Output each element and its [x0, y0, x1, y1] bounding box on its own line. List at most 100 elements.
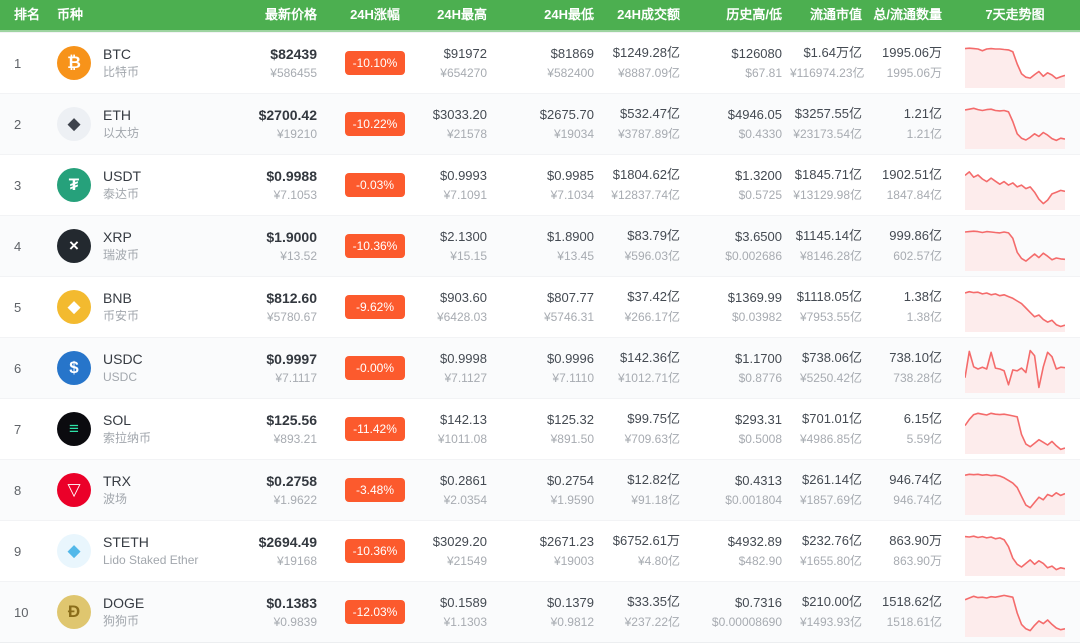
latest-price-usd: $0.9997 [266, 350, 317, 367]
coin-cell[interactable]: ◆ STETH Lido Staked Ether [45, 534, 240, 569]
coin-cell[interactable]: ₿ BTC 比特币 [45, 46, 240, 81]
supply-total: 999.86亿 [889, 227, 942, 243]
coin-cell[interactable]: ◆ ETH 以太坊 [45, 107, 240, 142]
sparkline-chart [965, 47, 1065, 88]
low-24h-usd: $0.9985 [547, 168, 594, 184]
volume-24h-cny: ¥237.22亿 [624, 615, 680, 630]
latest-price-cny: ¥19168 [276, 554, 317, 569]
coin-cell[interactable]: Ð DOGE 狗狗币 [45, 595, 240, 630]
volume-24h-usd: $12.82亿 [627, 471, 680, 487]
table-row[interactable]: 2 ◆ ETH 以太坊 $2700.42 ¥19210 -10.22% $303… [0, 93, 1080, 154]
coin-cell[interactable]: ₮ USDT 泰达币 [45, 168, 240, 203]
supply-circulating: 1847.84亿 [886, 188, 942, 203]
supply-circulating: 5.59亿 [906, 432, 942, 447]
rank-cell: 5 [14, 299, 22, 315]
change-badge: -11.42% [345, 417, 405, 441]
market-cap-usd: $738.06亿 [802, 349, 862, 365]
coin-icon: ₮ [57, 168, 91, 202]
table-row[interactable]: 8 ▽ TRX 波场 $0.2758 ¥1.9622 -3.48% $0.286… [0, 459, 1080, 520]
column-header-high: 24H最高 [437, 7, 487, 22]
low-24h-usd: $0.1379 [547, 595, 594, 611]
column-header-trend: 7天走势图 [985, 7, 1045, 22]
rank-cell: 2 [14, 116, 22, 132]
coin-cell[interactable]: × XRP 瑞波币 [45, 229, 240, 264]
table-header-row: 排名 币种 最新价格 24H涨幅 24H最高 24H最低 24H成交额 历史高/… [0, 0, 1080, 32]
volume-24h-cny: ¥91.18亿 [631, 493, 680, 508]
market-cap-usd: $1118.05亿 [796, 288, 862, 304]
market-cap-usd: $701.01亿 [802, 410, 862, 426]
coin-name: 狗狗币 [103, 614, 140, 629]
table-body: 1 ₿ BTC 比特币 $82439 ¥586455 -10.10% $9197… [0, 32, 1080, 642]
volume-24h-cny: ¥709.63亿 [624, 432, 680, 447]
table-row[interactable]: 4 × XRP 瑞波币 $1.9000 ¥13.52 -10.36% $2.13… [0, 215, 1080, 276]
supply-circulating: 1995.06万 [886, 66, 942, 81]
high-24h-cny: ¥2.0354 [443, 492, 487, 507]
volume-24h-usd: $33.35亿 [627, 593, 680, 609]
coin-icon: ◆ [57, 534, 91, 568]
high-24h-cny: ¥21549 [446, 553, 487, 568]
coin-icon: ≡ [57, 412, 91, 446]
sparkline-chart [965, 230, 1065, 271]
latest-price-usd: $125.56 [266, 411, 317, 428]
table-row[interactable]: 6 $ USDC USDC $0.9997 ¥7.1117 -0.00% $0.… [0, 337, 1080, 398]
table-row[interactable]: 3 ₮ USDT 泰达币 $0.9988 ¥7.1053 -0.03% $0.9… [0, 154, 1080, 215]
supply-total: 1.21亿 [903, 105, 942, 121]
history-low: $0.5008 [738, 431, 782, 446]
history-low: $0.001804 [725, 492, 782, 507]
market-cap-cny: ¥1493.93亿 [799, 615, 862, 630]
market-cap-usd: $232.76亿 [802, 532, 862, 548]
table-row[interactable]: 7 ≡ SOL 索拉纳币 $125.56 ¥893.21 -11.42% $14… [0, 398, 1080, 459]
latest-price-usd: $0.9988 [266, 167, 317, 184]
supply-total: 6.15亿 [903, 410, 942, 426]
market-cap-usd: $1845.71亿 [794, 166, 862, 182]
history-high: $0.7316 [735, 595, 782, 611]
history-high: $4932.89 [727, 534, 782, 550]
history-low: $0.5725 [738, 187, 782, 202]
history-high: $4946.05 [727, 107, 782, 123]
latest-price-usd: $812.60 [266, 289, 317, 306]
coin-name: 泰达币 [103, 187, 140, 202]
market-cap-usd: $210.00亿 [802, 593, 862, 609]
market-cap-cny: ¥4986.85亿 [799, 432, 862, 447]
coin-symbol: BNB [103, 289, 132, 306]
coin-cell[interactable]: ≡ SOL 索拉纳币 [45, 412, 240, 447]
column-header-supply: 总/流通数量 [873, 7, 942, 22]
coin-name: 索拉纳币 [103, 431, 152, 446]
history-low: $0.002686 [725, 248, 782, 263]
low-24h-cny: ¥19003 [553, 553, 594, 568]
high-24h-usd: $0.9998 [440, 351, 487, 367]
table-row[interactable]: 10 Ð DOGE 狗狗币 $0.1383 ¥0.9839 -12.03% $0… [0, 581, 1080, 642]
coin-symbol: BTC [103, 45, 131, 62]
latest-price-cny: ¥0.9839 [273, 615, 317, 630]
high-24h-usd: $0.2861 [440, 473, 487, 489]
supply-total: 946.74亿 [889, 471, 942, 487]
latest-price-usd: $1.9000 [266, 228, 317, 245]
history-low: $482.90 [738, 553, 782, 568]
supply-total: 1.38亿 [903, 288, 942, 304]
column-header-price: 最新价格 [264, 7, 317, 22]
high-24h-cny: ¥15.15 [450, 248, 487, 263]
change-badge: -10.36% [344, 539, 406, 563]
coin-cell[interactable]: ◆ BNB 币安币 [45, 290, 240, 325]
column-header-volume: 24H成交额 [617, 7, 680, 22]
coin-cell[interactable]: ▽ TRX 波场 [45, 473, 240, 508]
rank-cell: 7 [14, 421, 22, 437]
market-cap-cny: ¥116974.23亿 [790, 66, 865, 81]
table-row[interactable]: 1 ₿ BTC 比特币 $82439 ¥586455 -10.10% $9197… [0, 32, 1080, 93]
supply-circulating: 946.74亿 [893, 493, 942, 508]
table-row[interactable]: 9 ◆ STETH Lido Staked Ether $2694.49 ¥19… [0, 520, 1080, 581]
latest-price-cny: ¥7.1117 [275, 371, 317, 386]
volume-24h-cny: ¥596.03亿 [624, 249, 680, 264]
coin-name: 比特币 [103, 65, 140, 80]
table-row[interactable]: 5 ◆ BNB 币安币 $812.60 ¥5780.67 -9.62% $903… [0, 276, 1080, 337]
market-cap-cny: ¥23173.54亿 [793, 127, 862, 142]
history-high: $1.1700 [735, 351, 782, 367]
market-cap-cny: ¥1655.80亿 [799, 554, 862, 569]
coin-cell[interactable]: $ USDC USDC [45, 351, 240, 386]
low-24h-cny: ¥891.50 [550, 431, 594, 446]
latest-price-usd: $0.1383 [266, 594, 317, 611]
low-24h-usd: $1.8900 [547, 229, 594, 245]
volume-24h-usd: $99.75亿 [627, 410, 680, 426]
latest-price-cny: ¥1.9622 [273, 493, 317, 508]
